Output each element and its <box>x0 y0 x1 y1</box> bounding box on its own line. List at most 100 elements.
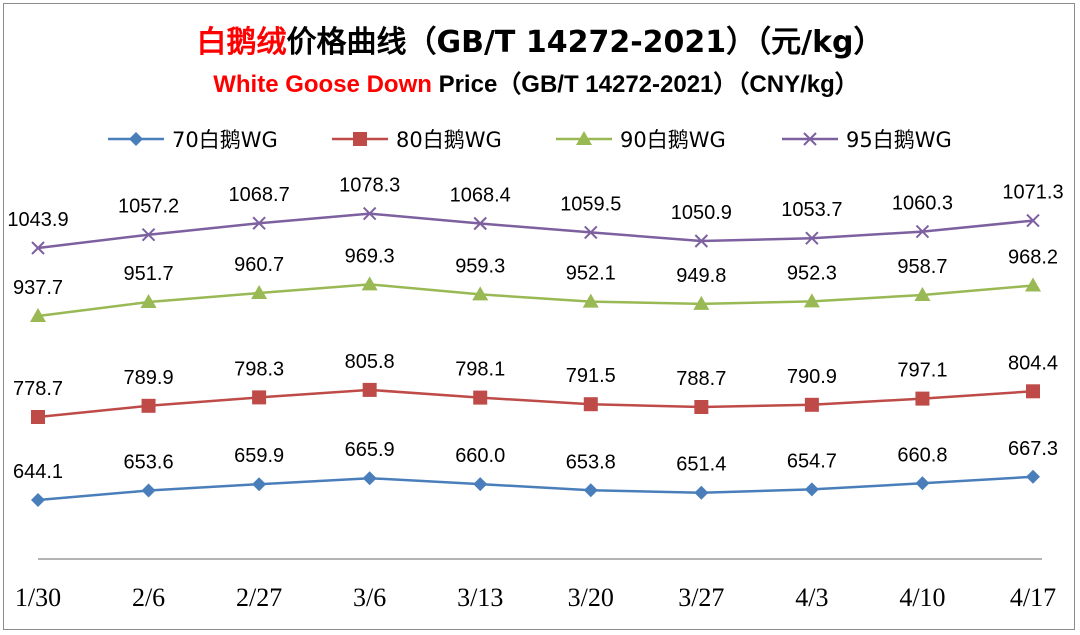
data-label: 789.9 <box>124 367 174 389</box>
data-label: 667.3 <box>1008 438 1058 460</box>
data-label: 798.3 <box>234 358 284 380</box>
data-label: 960.7 <box>234 254 284 276</box>
chart-subtitle-highlight: White Goose Down <box>213 71 432 98</box>
data-point <box>1025 277 1041 292</box>
data-label: 1071.3 <box>1002 182 1063 204</box>
data-label: 653.8 <box>566 451 616 473</box>
legend-marker <box>803 132 817 146</box>
data-point <box>915 476 930 491</box>
chart-subtitle: White Goose Down Price（GB/T 14272-2021）（… <box>213 71 859 98</box>
data-point <box>141 227 156 242</box>
x-axis-ticks: 1/30 2/6 2/27 3/6 3/13 3/20 3/27 4/3 4/10 4/17 <box>15 583 1056 612</box>
data-label: 1050.9 <box>671 202 732 224</box>
x-tick-label: 3/27 <box>678 583 724 612</box>
data-point <box>1026 384 1040 399</box>
chart-legend: 70白鹅WG 80白鹅WG 90白鹅WG 95白鹅WG <box>108 128 952 152</box>
data-label: 1057.2 <box>118 196 179 218</box>
x-tick-label: 2/27 <box>236 583 282 612</box>
data-point <box>473 477 488 492</box>
data-point <box>31 410 45 424</box>
chart-title-highlight: 白鹅绒 <box>196 25 286 60</box>
data-point <box>804 397 819 412</box>
series-line <box>37 283 1034 318</box>
data-point <box>141 398 156 413</box>
data-label: 651.4 <box>676 454 726 476</box>
data-point <box>252 477 267 492</box>
chart-title: 白鹅绒价格曲线（GB/T 14272-2021）（元/kg） <box>196 25 883 60</box>
data-label: 949.8 <box>676 265 726 287</box>
x-tick-label: 1/30 <box>15 583 61 612</box>
data-label: 958.7 <box>897 256 947 278</box>
data-point <box>30 308 46 322</box>
data-point <box>362 382 377 397</box>
data-point <box>361 276 378 291</box>
x-tick-label: 4/10 <box>899 583 945 612</box>
data-point <box>362 471 377 486</box>
chart-frame <box>3 3 1075 630</box>
legend-label: 90白鹅WG <box>620 128 726 152</box>
data-point <box>914 287 931 301</box>
data-point <box>31 493 45 507</box>
data-point <box>362 206 377 221</box>
data-point <box>693 295 710 310</box>
data-label: 804.4 <box>1008 352 1058 374</box>
data-point <box>915 391 930 406</box>
data-label: 1068.7 <box>229 184 290 206</box>
data-point <box>915 224 930 239</box>
data-point <box>31 241 45 255</box>
data-point <box>584 225 598 240</box>
data-label: 969.3 <box>345 245 395 267</box>
data-point <box>583 483 598 498</box>
x-tick-label: 3/13 <box>457 583 503 612</box>
data-label: 959.3 <box>455 255 505 277</box>
data-label: 951.7 <box>124 263 174 285</box>
data-label: 654.7 <box>787 450 837 472</box>
series: 644.1 653.6 659.9 665.9 660.0 653.8 651.4 654.7… <box>13 438 1058 507</box>
data-point <box>805 231 819 245</box>
legend-marker <box>576 131 592 145</box>
data-label: 1059.5 <box>560 193 621 215</box>
data-label: 644.1 <box>13 461 63 483</box>
data-label: 778.7 <box>13 378 63 400</box>
data-point <box>803 293 820 308</box>
x-tick-label: 4/17 <box>1010 583 1056 612</box>
data-point <box>1026 469 1040 484</box>
data-point <box>141 483 156 498</box>
data-label: 665.9 <box>345 439 395 461</box>
data-point <box>582 293 599 308</box>
data-point <box>583 397 598 412</box>
data-point <box>252 390 267 405</box>
series: 1043.9 1057.2 1068.7 1078.3 1068.4 1059.5 1050… <box>7 175 1064 255</box>
data-label: 952.1 <box>566 263 616 285</box>
series-line <box>37 475 1034 502</box>
legend-marker <box>129 132 143 146</box>
legend-label: 80白鹅WG <box>396 128 502 152</box>
data-label: 1068.4 <box>450 185 511 207</box>
data-label: 660.0 <box>455 445 505 467</box>
data-label: 1043.9 <box>7 209 68 231</box>
data-point <box>473 216 487 231</box>
x-tick-label: 3/20 <box>568 583 614 612</box>
data-label: 1053.7 <box>781 199 842 221</box>
data-label: 1078.3 <box>339 175 400 197</box>
legend-label: 70白鹅WG <box>172 128 278 152</box>
data-label: 790.9 <box>787 366 837 388</box>
data-point <box>251 285 268 299</box>
series-line <box>37 212 1034 250</box>
x-tick-label: 3/6 <box>353 583 386 612</box>
data-label: 660.8 <box>897 444 947 466</box>
data-label: 659.9 <box>234 445 284 467</box>
data-label: 653.6 <box>124 452 174 474</box>
data-point <box>804 482 819 497</box>
x-tick-label: 4/3 <box>795 583 828 612</box>
data-label: 797.1 <box>897 360 947 382</box>
x-tick-label: 2/6 <box>132 583 165 612</box>
legend-marker <box>353 132 367 146</box>
series-line <box>37 388 1034 419</box>
data-label: 937.7 <box>13 277 63 299</box>
series: 937.7 951.7 960.7 969.3 959.3 952.1 949.8 952.3… <box>13 245 1058 322</box>
series: 778.7 789.9 798.3 805.8 798.1 791.5 788.7 790.9… <box>13 351 1058 424</box>
data-point <box>694 485 709 500</box>
data-label: 1060.3 <box>892 193 953 215</box>
